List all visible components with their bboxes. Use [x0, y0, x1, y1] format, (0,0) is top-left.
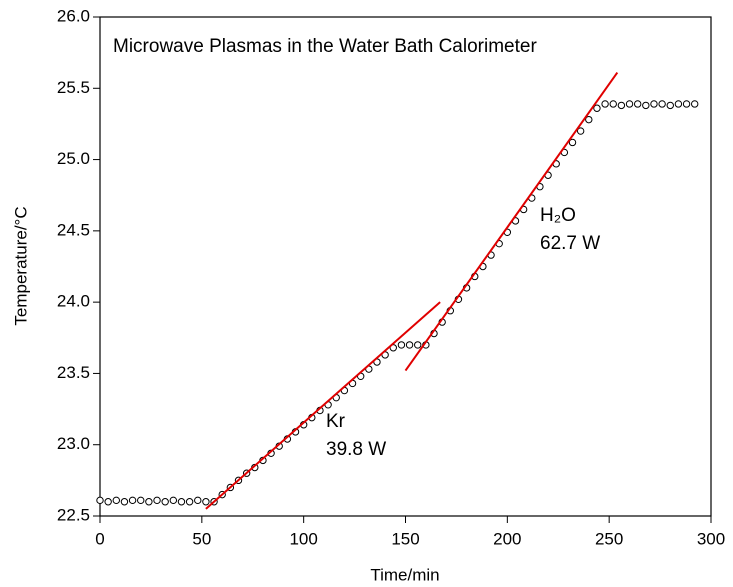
plot-frame — [99, 16, 712, 517]
data-point — [691, 100, 699, 108]
data-point — [177, 498, 186, 506]
data-point — [585, 115, 593, 124]
data-point — [666, 101, 674, 110]
y-tick-label: 24.0 — [57, 292, 90, 311]
y-axis-label: Temperature/°C — [11, 206, 30, 325]
data-point — [169, 496, 178, 505]
data-point — [576, 127, 585, 135]
chart-title: Microwave Plasmas in the Water Bath Calo… — [113, 36, 537, 57]
data-point — [650, 100, 658, 108]
fit-line — [205, 301, 441, 510]
annotation: 62.7 W — [540, 233, 600, 254]
data-point — [185, 498, 194, 506]
x-tick-label: 150 — [391, 529, 419, 548]
data-point — [593, 104, 601, 112]
data-point — [601, 100, 609, 108]
data-point — [414, 341, 422, 349]
data-point — [161, 498, 169, 506]
annotation: Kr — [326, 411, 346, 432]
data-point — [137, 496, 145, 505]
data-point — [145, 498, 153, 506]
y-tick-label: 23.5 — [57, 363, 90, 382]
data-point — [658, 100, 666, 108]
data-point — [682, 100, 691, 108]
annotation: H₂O — [540, 205, 576, 226]
data-point — [397, 341, 406, 349]
data-point — [202, 498, 210, 506]
x-tick-label: 250 — [595, 529, 623, 548]
data-point — [120, 498, 129, 506]
x-tick-label: 100 — [289, 529, 317, 548]
data-point — [104, 498, 112, 506]
data-point — [674, 100, 683, 108]
annotation: 39.8 W — [326, 439, 386, 460]
data-point — [194, 496, 202, 505]
x-tick-label: 50 — [192, 529, 211, 548]
data-point — [642, 101, 650, 110]
x-tick-label: 200 — [493, 529, 521, 548]
data-point — [405, 341, 414, 349]
data-point — [96, 496, 104, 505]
y-tick-label: 25.5 — [57, 78, 90, 97]
data-point — [609, 100, 617, 108]
data-point — [112, 496, 120, 505]
data-point — [153, 496, 161, 505]
x-axis-label: Time/min — [370, 565, 439, 584]
x-tick-label: 300 — [697, 529, 725, 548]
y-tick-label: 22.5 — [57, 505, 90, 524]
y-tick-label: 26.0 — [57, 6, 90, 25]
y-tick-label: 25.0 — [57, 149, 90, 168]
y-tick-label: 24.5 — [57, 220, 90, 239]
fit-line — [404, 72, 619, 372]
data-point — [128, 496, 137, 505]
data-point — [568, 138, 577, 147]
y-tick-label: 23.0 — [57, 434, 90, 453]
x-tick-label: 0 — [95, 529, 104, 548]
data-point — [625, 100, 634, 108]
data-point — [617, 101, 626, 110]
data-point — [633, 100, 642, 108]
